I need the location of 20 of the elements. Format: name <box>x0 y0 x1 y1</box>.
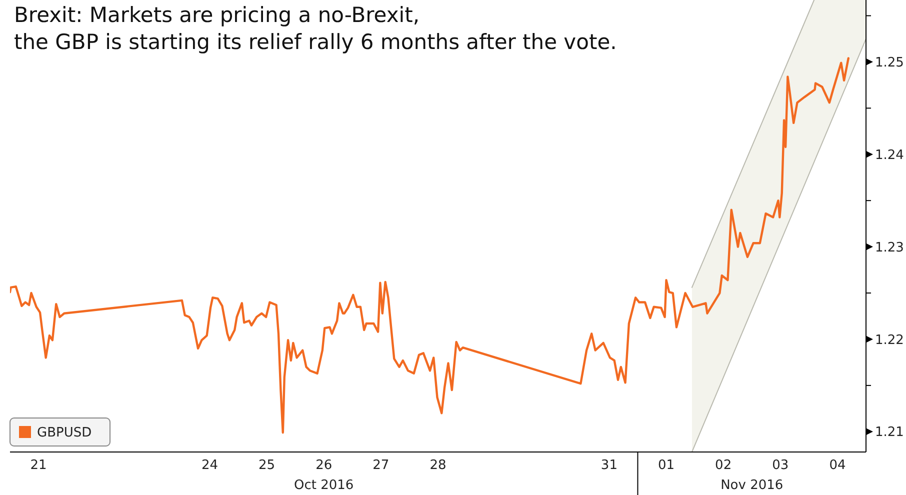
x-tick-label: 31 <box>600 458 618 473</box>
x-tick-label: 21 <box>30 458 47 473</box>
x-tick-label: 25 <box>258 458 276 473</box>
x-tick-label: 01 <box>658 458 675 473</box>
text: Brexit: Markets are pricing a no-Brexit, the GBP is starting its relief rally 6 months after the vote. <box>14 3 617 54</box>
text: Oct 2016 <box>294 478 354 493</box>
y-tick-label: 1.23 <box>875 240 904 256</box>
text: Nov 2016 <box>720 478 784 493</box>
y-tick-label: 1.24 <box>875 148 904 163</box>
x-tick-label: 27 <box>372 458 390 473</box>
y-tick-label: 1.22 <box>875 332 904 348</box>
legend-label: GBPUSD <box>37 426 92 441</box>
x-tick-label: 02 <box>715 458 732 473</box>
x-tick-label: 24 <box>201 458 218 473</box>
x-tick-label: 04 <box>829 458 846 473</box>
x-tick-label: 26 <box>316 458 332 473</box>
y-tick-label: 1.25 <box>875 55 904 70</box>
x-tick-label: 28 <box>430 458 446 473</box>
x-tick-label: 03 <box>772 458 789 473</box>
y-tick-label: 1.21 <box>875 425 904 440</box>
